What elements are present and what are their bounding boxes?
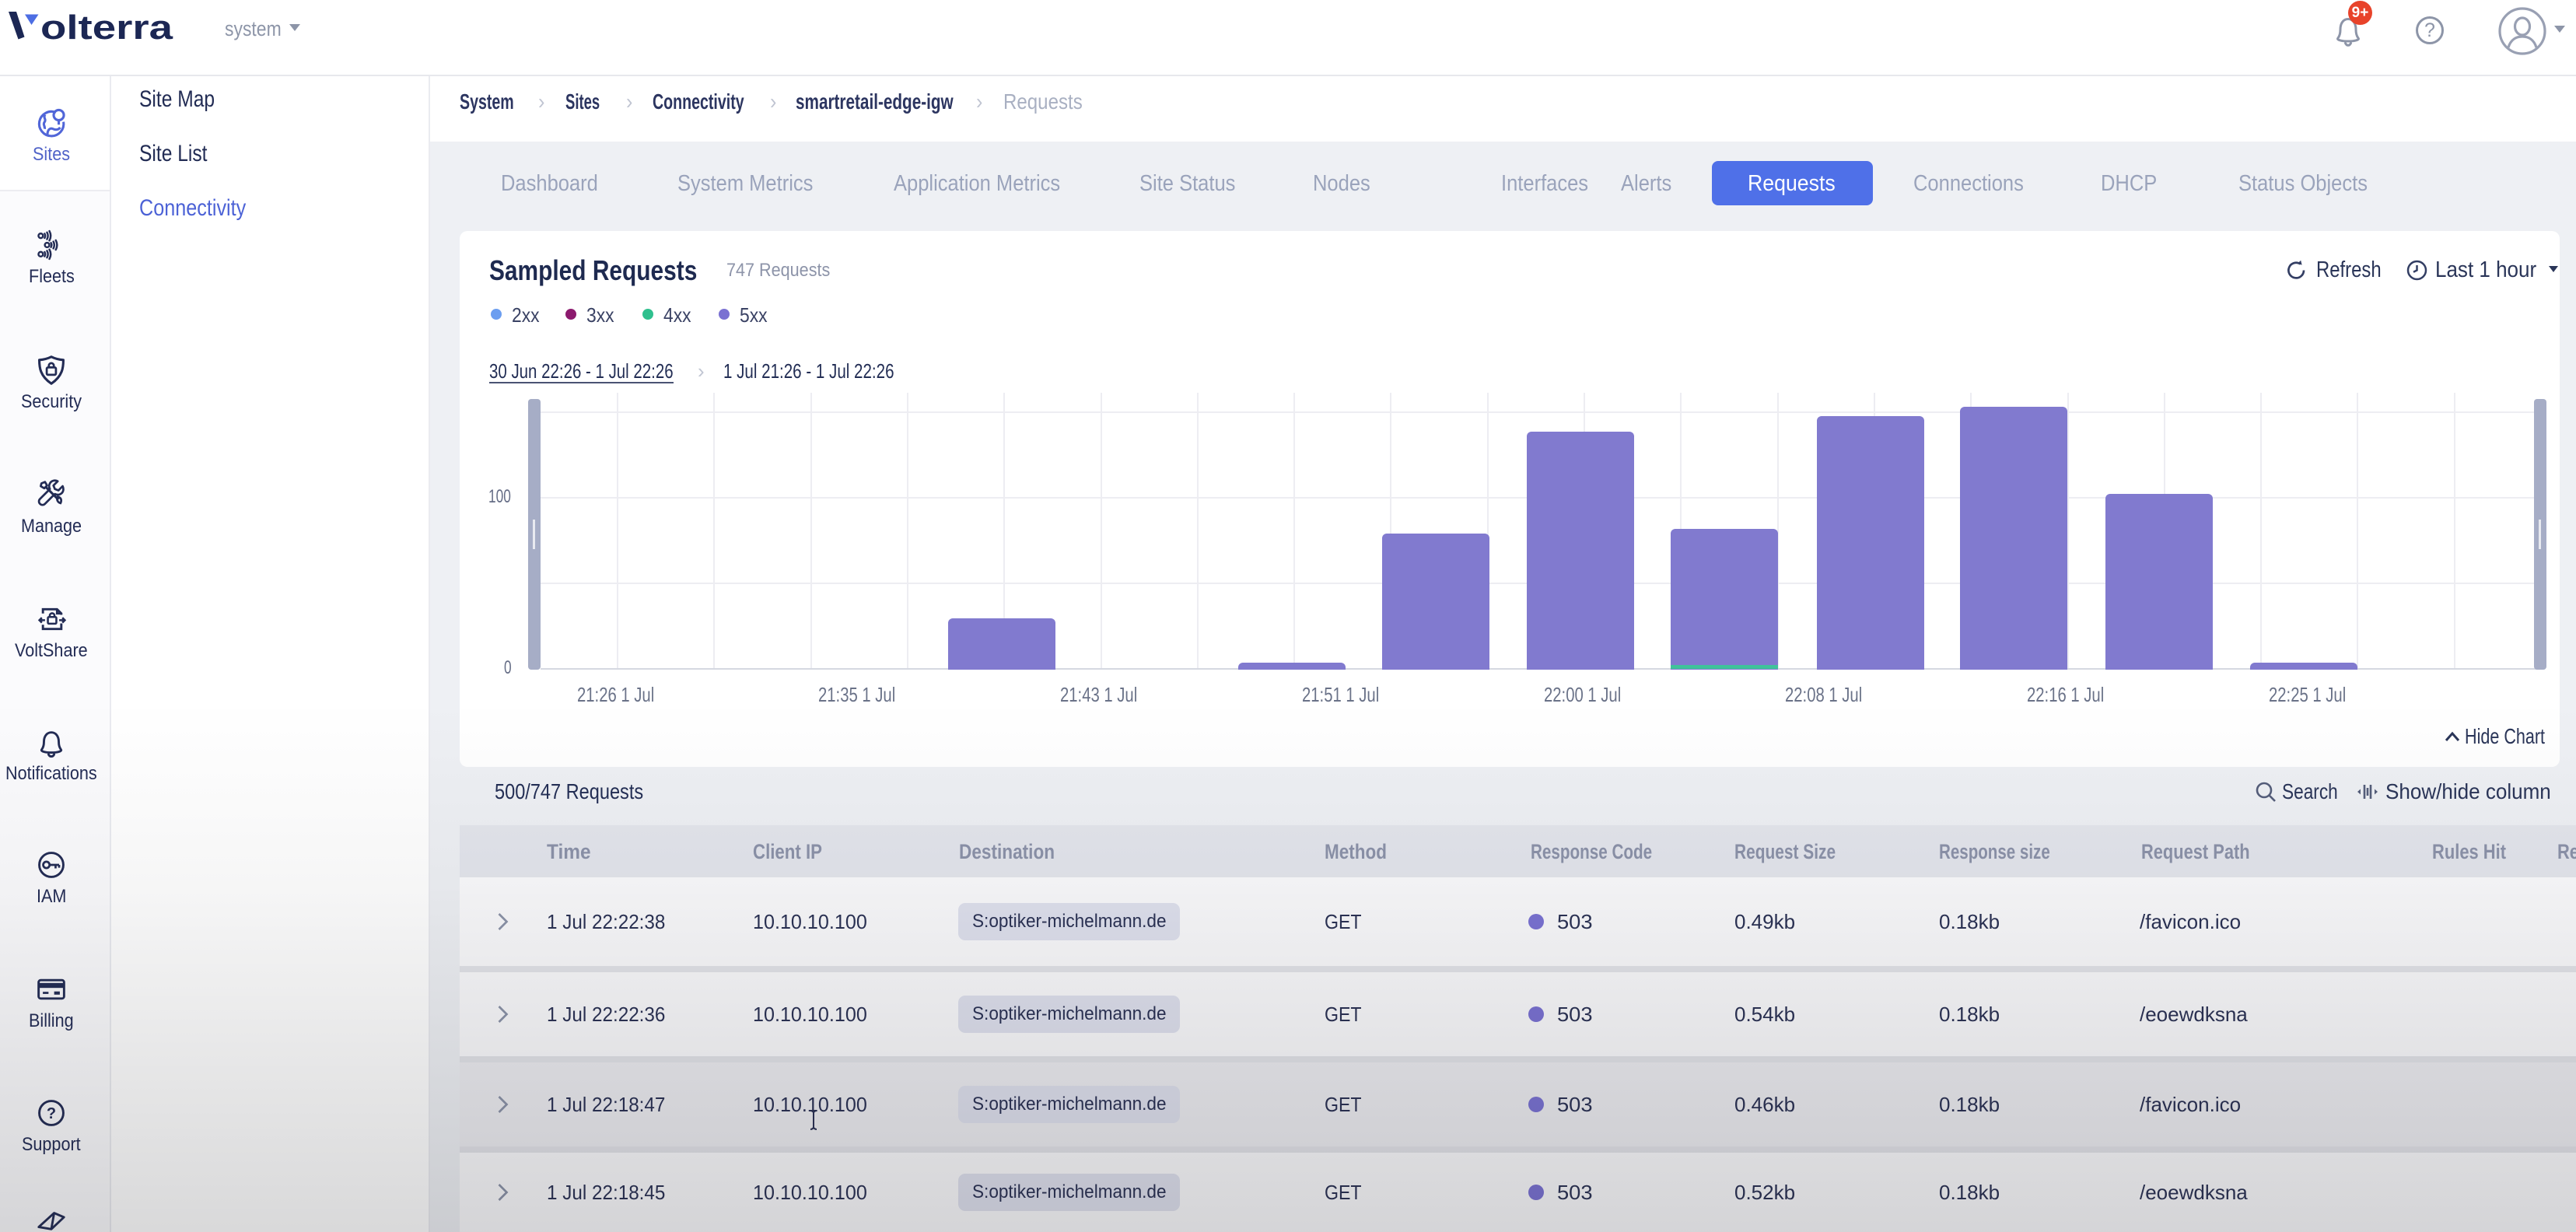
svg-text:?: ? <box>47 1105 56 1122</box>
svg-text:olterra: olterra <box>40 9 173 43</box>
